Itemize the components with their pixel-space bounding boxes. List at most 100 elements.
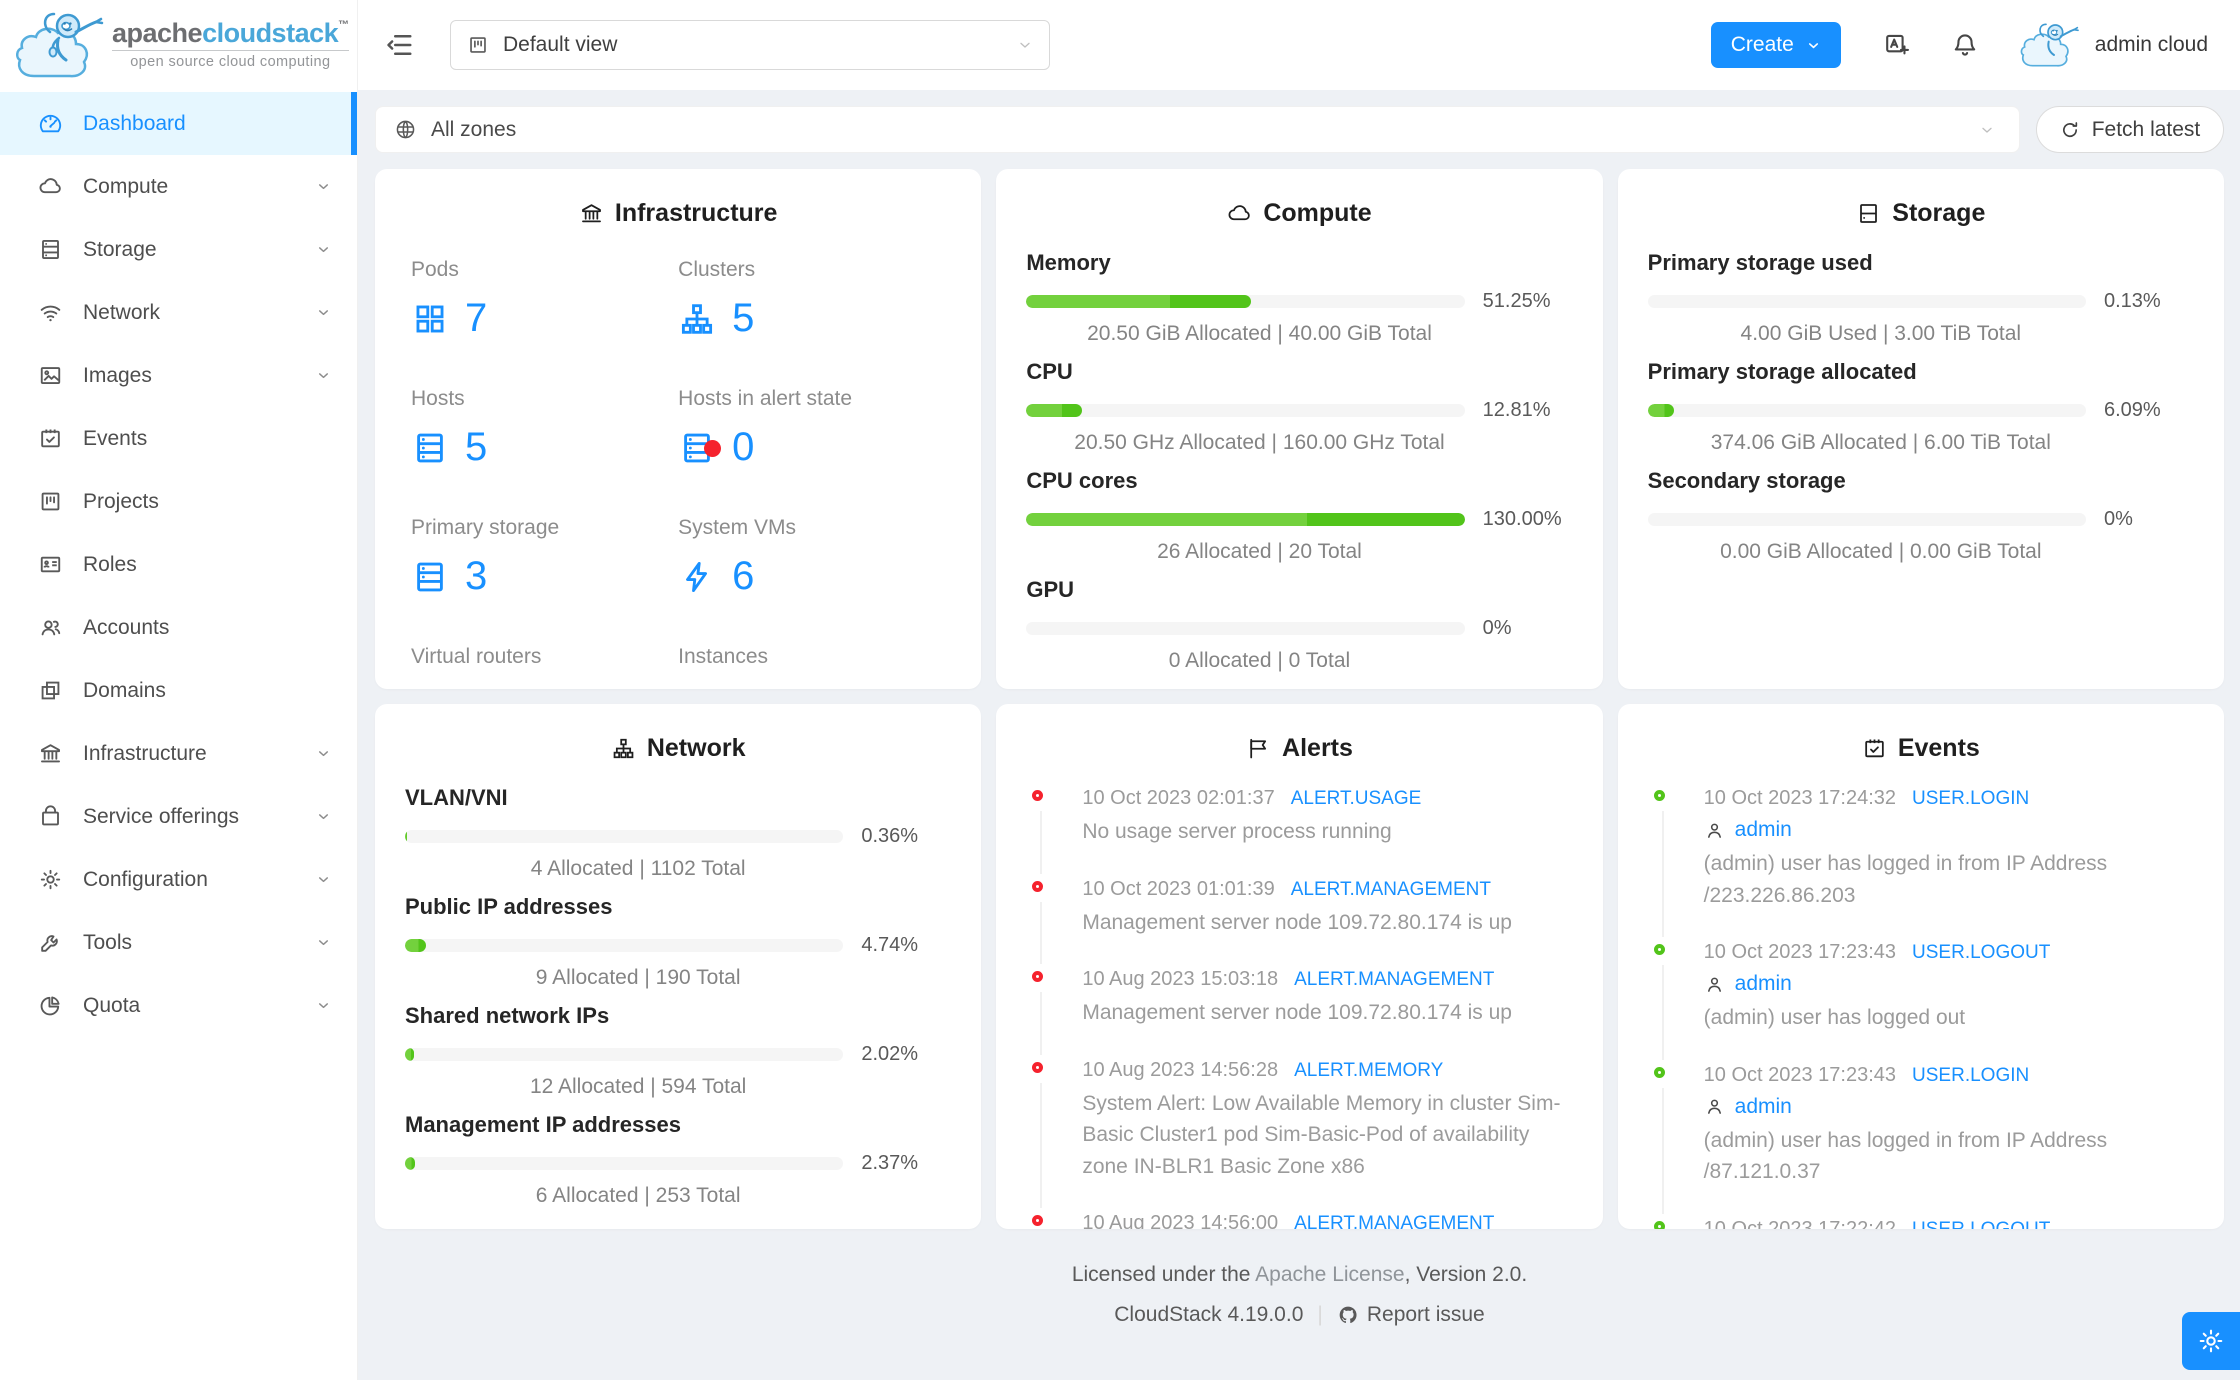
chevron-down-icon xyxy=(1020,42,1030,48)
event-user-link[interactable]: admin xyxy=(1734,818,1792,841)
view-select-value: Default view xyxy=(503,33,618,56)
alert-dot-icon xyxy=(1032,880,1044,892)
sidebar-item-configuration[interactable]: Configuration xyxy=(0,848,357,911)
sidebar-item-dashboard[interactable]: Dashboard xyxy=(0,92,357,155)
apache-license-link[interactable]: Apache License xyxy=(1255,1263,1405,1286)
stat-system-vms[interactable]: System VMs 6 xyxy=(678,516,797,598)
sidebar-item-network[interactable]: Network xyxy=(0,281,357,344)
storage-secondary-section: Secondary storage 0% 0.00 GiB Allocated … xyxy=(1647,468,2133,563)
project-icon xyxy=(41,492,60,511)
progress-bar xyxy=(1026,513,1465,526)
compute-cpu-cores-section: CPU cores 130.00% 26 Allocated | 20 Tota… xyxy=(1026,468,1562,563)
alert-type-link[interactable]: ALERT.MANAGEMENT xyxy=(1294,1213,1495,1229)
sidebar-item-service-offerings[interactable]: Service offerings xyxy=(0,785,357,848)
compute-cpu-section: CPU 12.81% 20.50 GHz Allocated | 160.00 … xyxy=(1026,359,1551,454)
sidebar-item-quota[interactable]: Quota xyxy=(0,974,357,1037)
sidebar: apachecloudstack™ open source cloud comp… xyxy=(0,0,358,1380)
stat-clusters[interactable]: Clusters 5 xyxy=(678,258,756,340)
stat-pods[interactable]: Pods 7 xyxy=(411,258,488,340)
user-icon xyxy=(1707,1099,1721,1114)
event-user-link[interactable]: admin xyxy=(1734,1094,1792,1118)
alert-item: 10 Oct 2023 01:01:39 ALERT.MANAGEMENT Ma… xyxy=(1032,878,1572,964)
event-type-link[interactable]: USER.LOGIN xyxy=(1912,1064,2030,1086)
network-public-ip-section: Public IP addresses 4.74% 9 Allocated | … xyxy=(405,894,919,989)
stat-hosts-alert[interactable]: Hosts in alert state xyxy=(678,387,853,469)
sidebar-item-infrastructure[interactable]: Infrastructure xyxy=(0,722,357,785)
infrastructure-card: Infrastructure Pods 7 Clusters xyxy=(375,169,982,689)
storage-card: Storage Primary storage used 0.13% 4.00 … xyxy=(1617,169,2224,689)
stat-instances[interactable]: Instances 12 xyxy=(678,645,945,689)
server-icon xyxy=(417,562,443,591)
event-type-link[interactable]: USER.LOGOUT xyxy=(1912,942,2051,963)
network-shared-ip-section: Shared network IPs 2.02% 12 Allocated | … xyxy=(405,1003,919,1098)
event-dot-icon xyxy=(1653,1220,1665,1229)
user-name[interactable]: admin cloud xyxy=(2094,33,2208,56)
idcard-icon xyxy=(40,556,61,573)
create-button[interactable]: Create xyxy=(1710,22,1841,68)
menu-fold-icon[interactable] xyxy=(384,30,414,60)
brand-wordmark: apachecloudstack™ xyxy=(112,18,349,48)
alert-item: 10 Aug 2023 14:56:28 ALERT.MEMORY System… xyxy=(1032,1059,1572,1208)
progress-bar xyxy=(1647,295,2086,308)
sidebar-item-projects[interactable]: Projects xyxy=(0,470,357,533)
user-avatar[interactable] xyxy=(2017,19,2083,71)
event-user-link[interactable]: admin xyxy=(1734,972,1792,995)
progress-bar xyxy=(405,830,844,843)
alert-type-link[interactable]: ALERT.USAGE xyxy=(1290,788,1422,809)
alert-item: 10 Oct 2023 02:01:37 ALERT.USAGE No usag… xyxy=(1032,787,1572,873)
settings-fab-button[interactable] xyxy=(2182,1312,2240,1370)
server-icon xyxy=(417,433,443,462)
report-issue-link[interactable]: Report issue xyxy=(1337,1303,1485,1327)
chevron-down-icon xyxy=(319,877,328,883)
calendar-check-icon xyxy=(41,429,60,448)
sidebar-item-compute[interactable]: Compute xyxy=(0,155,357,218)
notifications-button[interactable] xyxy=(1951,31,1979,59)
dashboard-icon xyxy=(39,114,62,133)
alert-dot-icon xyxy=(1032,790,1044,801)
compute-card: Compute Memory 51.25% 20.50 GiB Allocate… xyxy=(996,169,1603,689)
view-select[interactable]: Default view xyxy=(450,20,1050,70)
footer: Licensed under the Apache License, Versi… xyxy=(375,1263,2224,1327)
bell-icon xyxy=(1954,34,1976,56)
sidebar-item-domains[interactable]: Domains xyxy=(0,659,357,722)
stat-primary-storage[interactable]: Primary storage 3 xyxy=(411,516,560,598)
alert-type-link[interactable]: ALERT.MANAGEMENT xyxy=(1294,969,1495,990)
stat-hosts[interactable]: Hosts 5 xyxy=(411,387,488,469)
stat-virtual-routers[interactable]: Virtual routers 6 xyxy=(411,645,678,689)
brand-logo[interactable]: apachecloudstack™ open source cloud comp… xyxy=(0,0,357,90)
language-button[interactable] xyxy=(1883,31,1911,59)
network-management-ip-section: Management IP addresses 2.37% 6 Allocate… xyxy=(405,1112,919,1207)
events-timeline: 10 Oct 2023 17:24:32 USER.LOGIN admin (a… xyxy=(1648,785,2194,1229)
sidebar-item-storage[interactable]: Storage xyxy=(0,218,357,281)
user-icon xyxy=(1707,977,1721,992)
network-card: Network VLAN/VNI 0.36% 4 Allocated | 110… xyxy=(375,704,982,1229)
fetch-latest-button[interactable]: Fetch latest xyxy=(2036,106,2224,153)
alert-dot-icon xyxy=(1032,971,1044,982)
alert-type-link[interactable]: ALERT.MANAGEMENT xyxy=(1290,878,1491,900)
chevron-down-icon xyxy=(319,1003,328,1009)
alert-item: 10 Aug 2023 15:03:18 ALERT.MANAGEMENT Ma… xyxy=(1032,968,1572,1054)
sidebar-item-tools[interactable]: Tools xyxy=(0,911,357,974)
sidebar-item-images[interactable]: Images xyxy=(0,344,357,407)
alert-type-link[interactable]: ALERT.MEMORY xyxy=(1294,1059,1444,1081)
progress-bar xyxy=(1026,295,1465,308)
github-icon xyxy=(1339,1306,1357,1323)
progress-bar xyxy=(405,939,844,952)
alert-dot-icon xyxy=(1032,1215,1044,1226)
sidebar-item-roles[interactable]: Roles xyxy=(0,533,357,596)
sidebar-item-events[interactable]: Events xyxy=(0,407,357,470)
progress-bar xyxy=(405,1157,844,1170)
chevron-down-icon xyxy=(319,940,328,946)
events-card: Events 10 Oct 2023 17:24:32 USER.LOGIN a… xyxy=(1617,704,2224,1229)
network-card-title: Network xyxy=(405,734,951,763)
sidebar-item-accounts[interactable]: Accounts xyxy=(0,596,357,659)
compute-card-title: Compute xyxy=(1026,199,1572,228)
zone-select[interactable]: All zones xyxy=(375,106,2020,153)
alerts-card-title: Alerts xyxy=(1026,734,1572,763)
event-type-link[interactable]: USER.LOGIN xyxy=(1912,788,2030,809)
infrastructure-card-title: Infrastructure xyxy=(405,199,951,228)
cloud-server-icon xyxy=(678,687,716,690)
event-type-link[interactable]: USER.LOGOUT xyxy=(1912,1218,2051,1230)
bank-icon xyxy=(581,204,601,223)
user-icon xyxy=(1707,823,1721,838)
